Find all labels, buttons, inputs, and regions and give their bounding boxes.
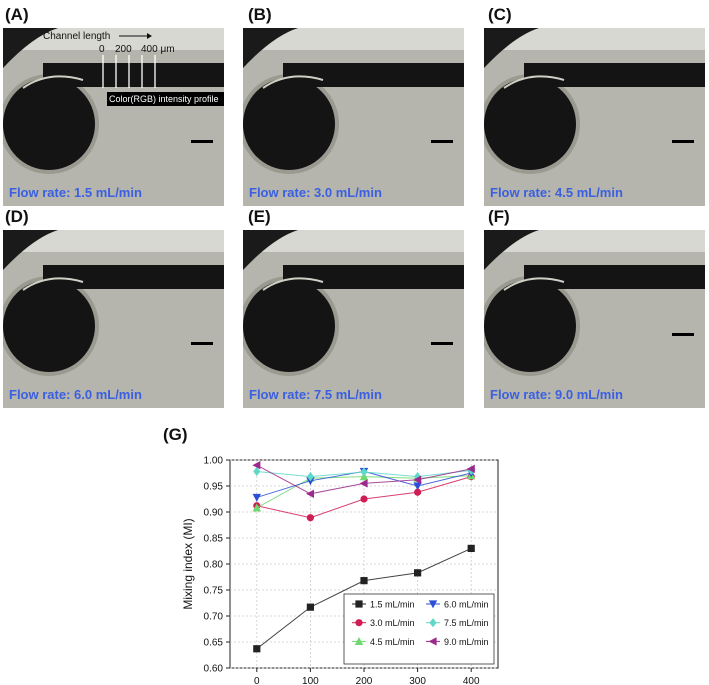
- micrograph-image: Channel length 0 200 400 μm Color(RGB) inten…: [3, 28, 224, 206]
- legend-marker: [355, 600, 363, 608]
- x-tick-label: 300: [409, 676, 426, 685]
- micrograph-f: Flow rate: 9.0 mL/min: [484, 230, 705, 408]
- rgb-profile-label: Color(RGB) intensity profile: [109, 94, 219, 104]
- y-tick-label: 0.65: [204, 638, 224, 649]
- series-0: [253, 544, 475, 653]
- flow-rate-label: Flow rate: 1.5 mL/min: [9, 185, 142, 200]
- data-point: [360, 577, 368, 585]
- legend: 1.5 mL/min 6.0 mL/min 3.0 mL/min 7.5 mL/min…: [343, 593, 495, 665]
- legend-entry: 6.0 mL/min: [444, 600, 489, 610]
- flow-rate-label: Flow rate: 6.0 mL/min: [9, 387, 142, 402]
- micrograph-image: [243, 230, 464, 408]
- tick-0: 0: [99, 44, 105, 55]
- channel-length-annotation: Channel length: [43, 31, 110, 42]
- legend-entry: 1.5 mL/min: [370, 600, 415, 610]
- legend-entry: 3.0 mL/min: [370, 618, 415, 628]
- data-point: [252, 503, 261, 512]
- data-point: [360, 495, 368, 503]
- x-tick-label: 400: [463, 676, 480, 685]
- micrograph-e: Flow rate: 7.5 mL/min: [243, 230, 464, 408]
- data-point: [252, 493, 261, 502]
- flow-rate-label: Flow rate: 7.5 mL/min: [249, 387, 382, 402]
- micrograph-d: Flow rate: 6.0 mL/min: [3, 230, 224, 408]
- y-tick-label: 0.90: [204, 508, 224, 519]
- tick-200: 200: [115, 44, 132, 55]
- data-point: [253, 466, 261, 477]
- data-point: [413, 475, 422, 484]
- panel-label-e: (E): [248, 207, 271, 226]
- data-point: [359, 479, 368, 488]
- panel-label-d: (D): [5, 207, 29, 226]
- y-tick-label: 0.85: [204, 534, 224, 545]
- data-point: [306, 489, 314, 498]
- legend-entry: 9.0 mL/min: [444, 637, 489, 647]
- legend-entry: 4.5 mL/min: [370, 637, 415, 647]
- micrograph-a: Channel length 0 200 400 μm Color(RGB) inten…: [3, 28, 224, 206]
- x-tick-label: 0: [254, 676, 260, 685]
- data-point: [466, 464, 475, 474]
- mixing-index-chart: 0.60 0.65 0.70 0.75 0.80 0.85 0.90 0.95 1.00 0 100…: [181, 456, 499, 685]
- x-tick-label: 200: [356, 676, 373, 685]
- data-point: [306, 472, 314, 482]
- data-point: [253, 645, 261, 653]
- legend-marker: [428, 600, 438, 609]
- legend-entry: 7.5 mL/min: [444, 618, 489, 628]
- y-tick-label: 1.00: [204, 456, 224, 467]
- flow-rate-label: Flow rate: 9.0 mL/min: [490, 387, 623, 402]
- panel-label-c: (C): [488, 5, 512, 24]
- tick-400: 400 μm: [141, 44, 175, 55]
- micrograph-image: [3, 230, 224, 408]
- y-tick-label: 0.70: [204, 612, 224, 623]
- panel-label-g: (G): [163, 425, 188, 444]
- data-point: [306, 603, 314, 611]
- y-tick-label: 0.80: [204, 560, 224, 571]
- data-point: [414, 569, 422, 577]
- data-point: [306, 514, 314, 522]
- y-tick-label: 0.75: [204, 586, 224, 597]
- micrograph-c: Flow rate: 4.5 mL/min: [484, 28, 705, 206]
- micrograph-image: [484, 230, 705, 408]
- legend-marker: [429, 618, 437, 628]
- y-tick-label: 0.95: [204, 482, 224, 493]
- panel-label-f: (F): [488, 207, 510, 226]
- data-point: [252, 461, 261, 470]
- x-tick-label: 100: [302, 676, 319, 685]
- series-5: [252, 461, 475, 498]
- micrograph-b: Flow rate: 3.0 mL/min: [243, 28, 464, 206]
- micrograph-image: [484, 28, 705, 206]
- y-tick-label: 0.60: [204, 664, 224, 675]
- data-point: [413, 482, 422, 491]
- panel-label-a: (A): [5, 5, 29, 24]
- data-point: [467, 544, 475, 552]
- data-point: [414, 488, 422, 496]
- legend-marker: [355, 619, 363, 627]
- flow-rate-label: Flow rate: 4.5 mL/min: [490, 185, 623, 200]
- micrograph-image: [243, 28, 464, 206]
- panel-label-b: (B): [248, 5, 272, 24]
- legend-marker: [428, 637, 437, 646]
- flow-rate-label: Flow rate: 3.0 mL/min: [249, 185, 382, 200]
- y-axis-label: Mixing index (MI): [181, 518, 195, 609]
- legend-marker: [354, 637, 364, 645]
- data-point: [414, 472, 422, 482]
